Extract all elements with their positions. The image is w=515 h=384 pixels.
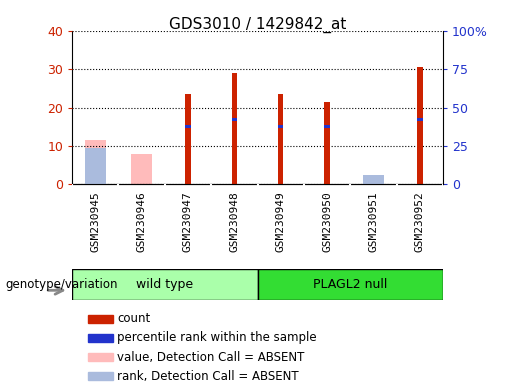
Bar [131, 154, 152, 184]
Bar [88, 334, 113, 342]
Bar [185, 125, 191, 128]
Text: GSM230948: GSM230948 [229, 191, 239, 252]
Text: GSM230950: GSM230950 [322, 191, 332, 252]
Bar [88, 315, 113, 323]
Text: GSM230951: GSM230951 [368, 191, 379, 252]
FancyBboxPatch shape [258, 269, 443, 300]
Bar [85, 140, 106, 184]
Text: GDS3010 / 1429842_at: GDS3010 / 1429842_at [169, 17, 346, 33]
Bar [88, 353, 113, 361]
Bar [417, 67, 422, 184]
Text: GSM230949: GSM230949 [276, 191, 286, 252]
FancyBboxPatch shape [72, 269, 258, 300]
Text: PLAGL2 null: PLAGL2 null [313, 278, 387, 291]
Text: GSM230946: GSM230946 [136, 191, 147, 252]
Bar [417, 118, 422, 121]
Text: GSM230952: GSM230952 [415, 191, 425, 252]
Bar [278, 125, 283, 128]
Bar [88, 372, 113, 380]
Text: percentile rank within the sample: percentile rank within the sample [117, 331, 317, 344]
Bar [232, 73, 237, 184]
Bar [363, 175, 384, 184]
Bar [185, 94, 191, 184]
Text: count: count [117, 312, 150, 325]
Bar [363, 179, 384, 184]
Bar [278, 94, 283, 184]
Text: rank, Detection Call = ABSENT: rank, Detection Call = ABSENT [117, 370, 299, 383]
Bar [324, 125, 330, 128]
Text: GSM230945: GSM230945 [90, 191, 100, 252]
Text: value, Detection Call = ABSENT: value, Detection Call = ABSENT [117, 351, 304, 364]
Bar [85, 148, 106, 184]
Text: GSM230947: GSM230947 [183, 191, 193, 252]
Bar [232, 118, 237, 121]
Bar [324, 102, 330, 184]
Text: genotype/variation: genotype/variation [5, 278, 117, 291]
Text: wild type: wild type [136, 278, 193, 291]
